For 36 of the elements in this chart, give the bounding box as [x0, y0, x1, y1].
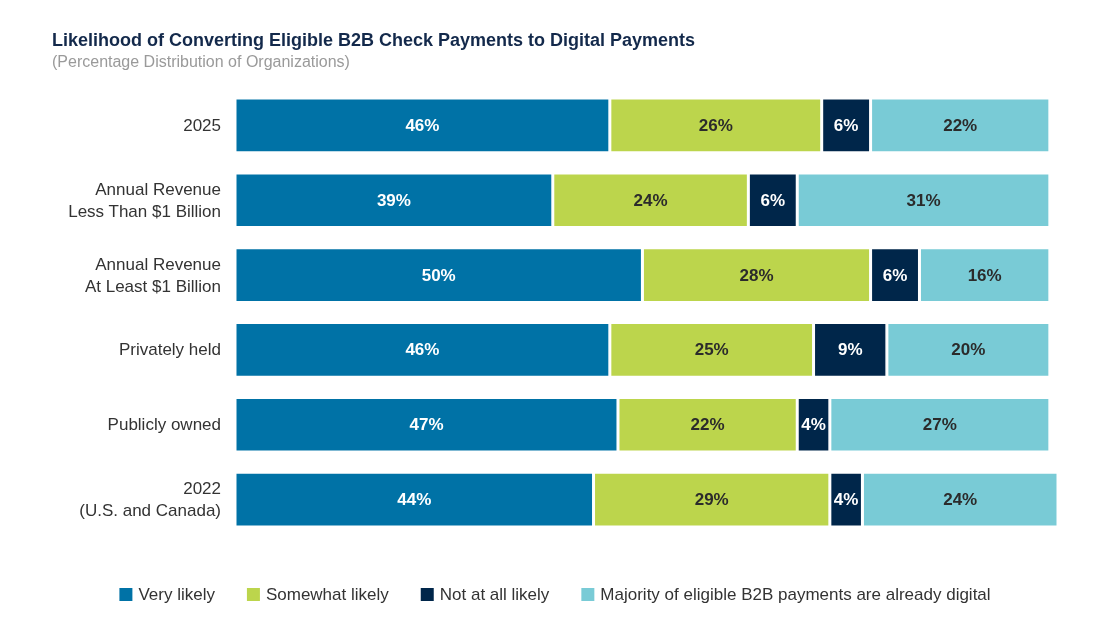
data-label: 26%: [698, 115, 733, 135]
data-label: 6%: [833, 115, 859, 135]
data-label: 39%: [376, 190, 411, 210]
chart-subtitle: (Percentage Distribution of Organizations): [52, 52, 350, 70]
data-label: 50%: [421, 265, 456, 285]
legend-label: Majority of eligible B2B payments are already digital: [600, 585, 991, 604]
legend-label: Not at all likely: [439, 585, 550, 604]
data-label: 46%: [405, 115, 440, 135]
data-label: 25%: [694, 340, 729, 360]
y-tick-label: Annual Revenue Less Than $1 Billion: [68, 179, 221, 221]
data-label: 24%: [943, 490, 978, 510]
data-label: 20%: [951, 340, 986, 360]
data-label: 31%: [906, 190, 941, 210]
data-label: 9%: [837, 340, 863, 360]
y-tick-label: Annual Revenue At Least $1 Billion: [84, 254, 221, 296]
legend-label: Somewhat likely: [265, 585, 390, 604]
data-label: 28%: [739, 265, 774, 285]
data-label: 29%: [694, 490, 729, 510]
data-label: 22%: [690, 415, 725, 435]
data-label: 4%: [801, 415, 826, 435]
y-tick-label: 2025: [183, 115, 221, 135]
chart-title: Likelihood of Converting Eligible B2B Check Payments to Digital Payments: [52, 30, 696, 50]
y-tick-label: 2022 (U.S. and Canada): [79, 479, 221, 521]
data-label: 6%: [760, 190, 786, 210]
data-label: 24%: [633, 190, 668, 210]
data-label: 27%: [922, 415, 957, 435]
legend-label: Very likely: [138, 585, 216, 604]
data-label: 44%: [397, 490, 432, 510]
y-tick-label: Privately held: [118, 340, 221, 360]
y-tick-label: Publicly owned: [107, 415, 221, 435]
data-label: 46%: [405, 340, 440, 360]
data-label: 47%: [409, 415, 444, 435]
data-label: 6%: [882, 265, 908, 285]
data-label: 4%: [833, 490, 859, 510]
data-label: 16%: [967, 265, 1002, 285]
data-label: 22%: [943, 115, 978, 135]
